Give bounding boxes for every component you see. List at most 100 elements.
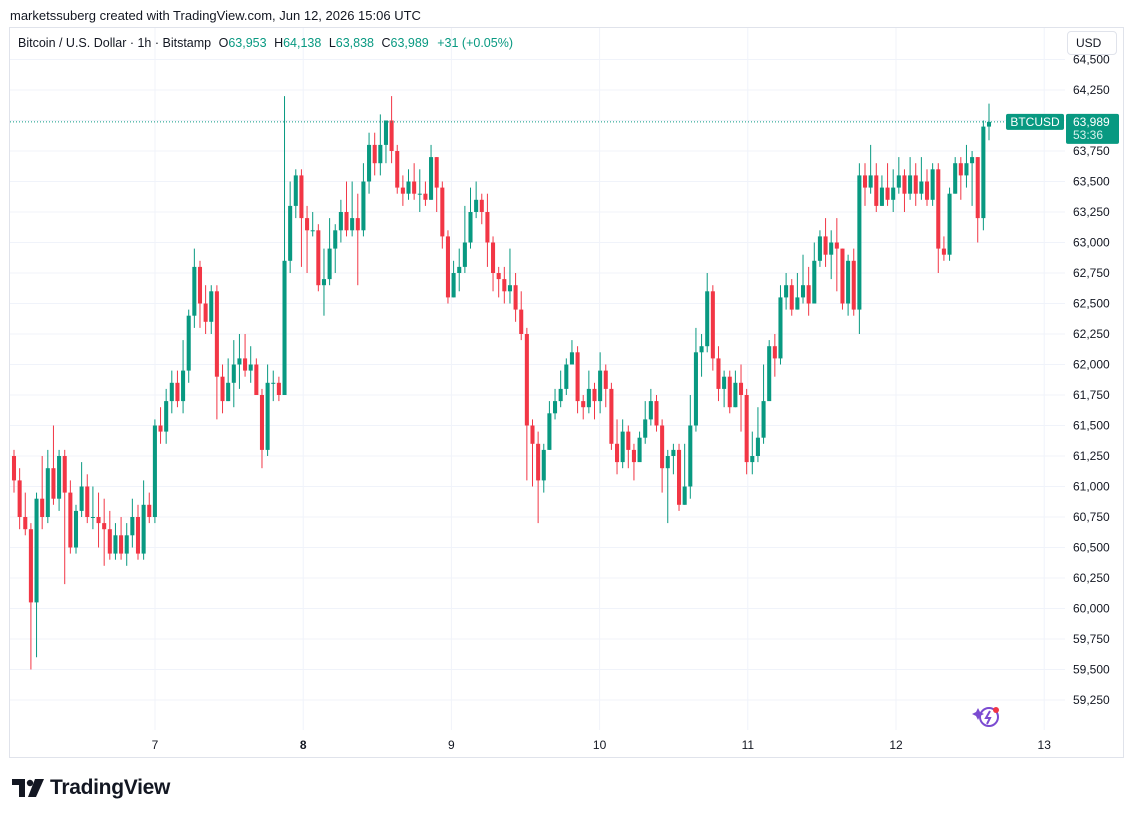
candle [750, 431, 755, 475]
candle-body [479, 199, 484, 212]
price-tag-value: 63,989 [1073, 115, 1110, 129]
candle-body [581, 401, 586, 408]
symbol-title: Bitcoin / U.S. Dollar · 1h · Bitstamp [18, 36, 212, 50]
candle-body [468, 212, 473, 243]
candle-body [665, 456, 670, 469]
candle [327, 218, 332, 286]
candle-body [682, 486, 687, 505]
candle-body [654, 401, 659, 426]
price-tick-label: 60,000 [1073, 602, 1110, 616]
candle-body [45, 468, 50, 517]
candle [457, 248, 462, 292]
candle-body [970, 157, 975, 164]
candle-body [778, 297, 783, 359]
candle [733, 370, 738, 408]
candle-body [135, 517, 141, 554]
candle-body [744, 395, 749, 463]
candle [276, 376, 281, 402]
candle [214, 285, 219, 420]
candle [28, 523, 33, 670]
candle [34, 492, 39, 658]
candle [147, 492, 152, 524]
candle [321, 248, 326, 316]
price-axis: 59,250 59,500 59,750 60,000 60,250 60,500 60,7… [1073, 53, 1110, 708]
candle-body [107, 529, 112, 554]
price-tick-label: 61,750 [1073, 388, 1110, 402]
symbol-tag [1006, 113, 1064, 130]
candle [896, 157, 901, 194]
candle [784, 273, 789, 310]
candle-body [879, 187, 884, 206]
candle-body [496, 273, 501, 280]
candle-body [164, 401, 169, 432]
candle-body [378, 144, 383, 164]
candle [817, 230, 822, 267]
candle [615, 419, 620, 475]
candle-body [389, 120, 394, 151]
candle-body [846, 260, 851, 304]
candle [953, 157, 958, 194]
candle [141, 480, 146, 560]
candle-body [395, 151, 400, 188]
price-tick-label: 60,750 [1073, 510, 1110, 524]
candle-body [327, 248, 332, 280]
candle-body [451, 273, 456, 298]
candle-body [79, 486, 84, 511]
price-tick-label: 63,250 [1073, 205, 1110, 219]
candle [169, 370, 174, 414]
candle-body [119, 535, 124, 554]
candle-body [524, 334, 529, 426]
candle-body [615, 443, 620, 463]
sparkle-icon[interactable] [972, 707, 999, 727]
candle [592, 382, 597, 420]
candle-body [688, 425, 693, 487]
candle-body [462, 242, 467, 267]
candle [271, 370, 276, 402]
candle [947, 187, 952, 261]
candle [598, 352, 603, 414]
candle-body [192, 266, 197, 316]
candle-body [316, 230, 321, 286]
candle-body [344, 212, 349, 231]
candle [530, 419, 535, 487]
candle [209, 285, 214, 334]
candle-body [817, 236, 822, 261]
candle-body [536, 443, 541, 481]
price-tick-label: 61,000 [1073, 480, 1110, 494]
candle [254, 358, 259, 395]
brand-name: TradingView [50, 776, 171, 799]
candle-body [806, 285, 811, 304]
candle-body [23, 517, 28, 530]
candle-body [17, 480, 22, 517]
candle-body [964, 163, 969, 176]
tradingview-brand[interactable]: TradingView [12, 776, 170, 800]
candle [902, 169, 907, 212]
candle [237, 334, 242, 389]
candle [581, 395, 586, 420]
candle [485, 193, 490, 267]
candle-body [355, 218, 360, 231]
price-tick-label: 64,500 [1073, 53, 1110, 67]
symbol-legend: Bitcoin / U.S. Dollar · 1h · Bitstamp O6… [18, 36, 513, 50]
candle [462, 205, 467, 273]
candle [491, 236, 496, 292]
candle [677, 443, 682, 511]
candle [288, 181, 293, 273]
price-tick-label: 63,750 [1073, 144, 1110, 158]
candle [68, 480, 73, 554]
candle [474, 181, 479, 219]
candle [355, 193, 360, 286]
currency-button[interactable]: USD [1067, 31, 1117, 55]
candle-body [445, 236, 450, 298]
price-tick-label: 59,500 [1073, 663, 1110, 677]
candle [338, 199, 343, 243]
candle-body [429, 157, 434, 200]
candle [846, 254, 851, 316]
candle [181, 340, 186, 414]
candle-body [789, 285, 794, 310]
candle [79, 462, 84, 517]
candle [305, 205, 310, 273]
candle [124, 523, 129, 566]
candle [812, 242, 817, 304]
